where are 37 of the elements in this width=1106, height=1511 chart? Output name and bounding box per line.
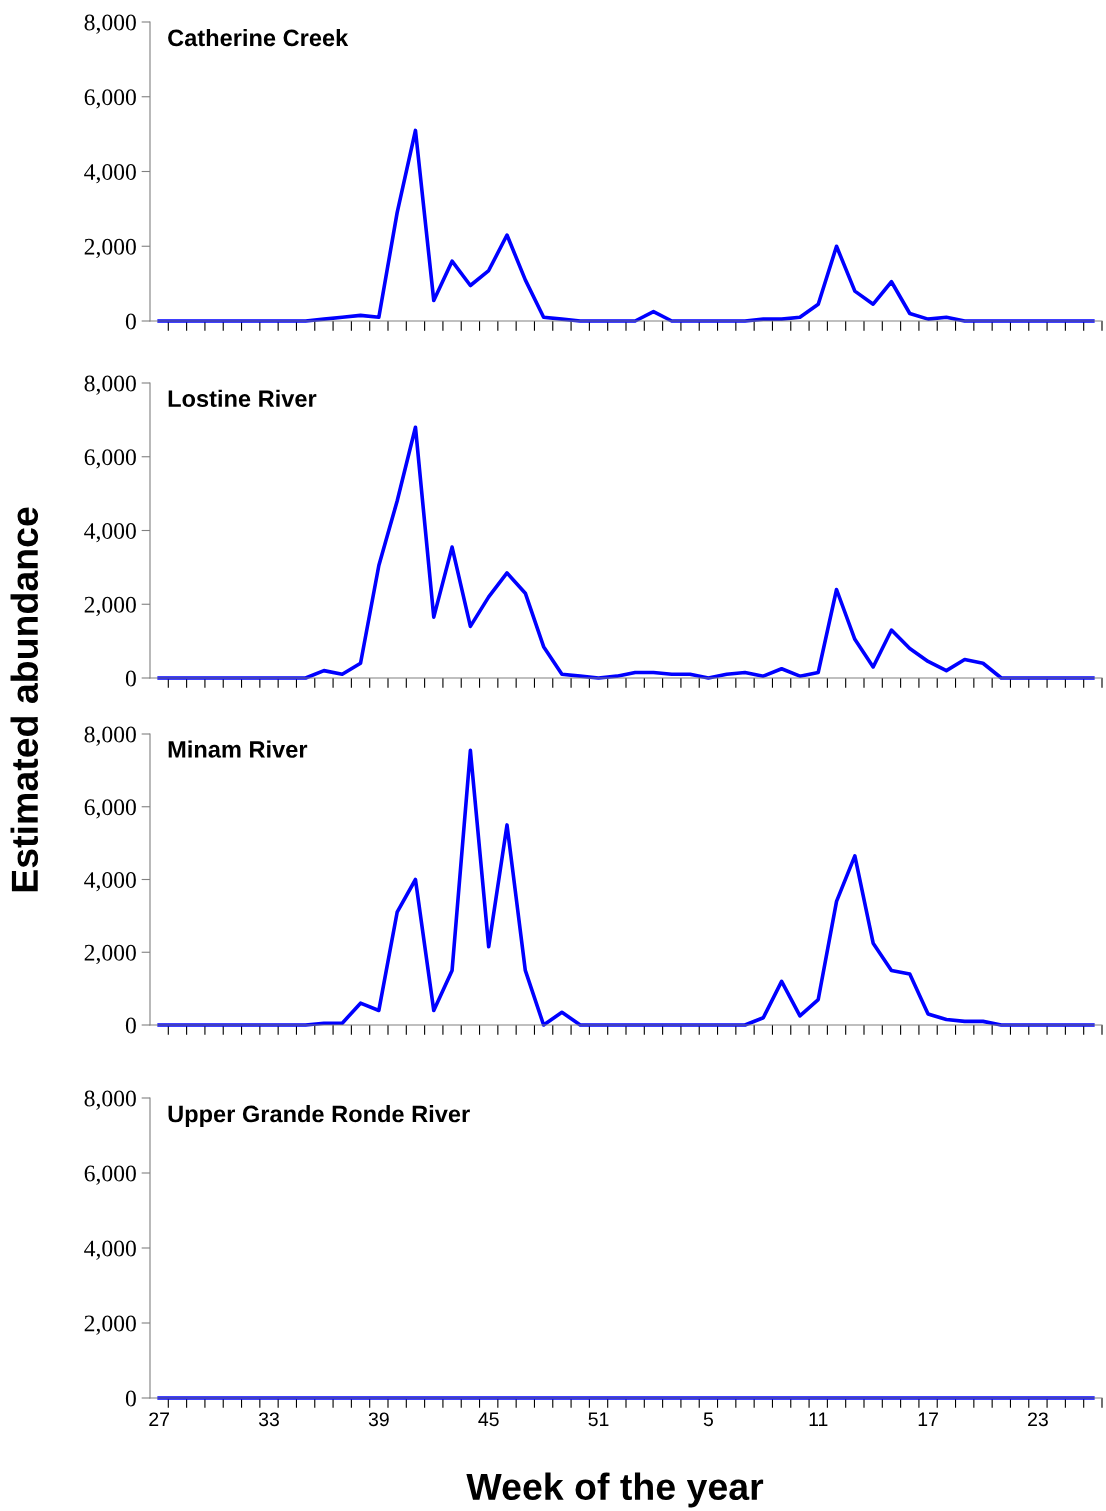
x-tick-label: 33 bbox=[258, 1412, 279, 1427]
y-tick-label: 0 bbox=[125, 670, 136, 687]
x-axis-title: Week of the year bbox=[466, 1472, 764, 1508]
y-tick-label: 4,000 bbox=[84, 871, 136, 892]
x-tick-label: 39 bbox=[368, 1412, 389, 1427]
y-tick-label: 0 bbox=[125, 1390, 136, 1407]
y-tick-label: 4,000 bbox=[84, 163, 136, 184]
chart-title: Lostine River bbox=[168, 389, 317, 408]
y-tick-label: 8,000 bbox=[84, 726, 136, 746]
y-tick-label: 4,000 bbox=[84, 1240, 136, 1260]
y-tick-label: 6,000 bbox=[84, 89, 136, 109]
chart-title: Catherine Creek bbox=[168, 28, 349, 47]
x-tick-label: 17 bbox=[918, 1412, 938, 1426]
y-tick-label: 6,000 bbox=[84, 449, 136, 469]
line-series bbox=[157, 425, 1095, 680]
chart-title: Upper Grande Ronde River bbox=[168, 1104, 470, 1128]
y-tick-label: 6,000 bbox=[84, 1165, 136, 1185]
y-tick-label: 2,000 bbox=[84, 944, 136, 965]
y-tick-label: 2,000 bbox=[84, 238, 136, 259]
y-tick-label: 0 bbox=[125, 1017, 136, 1034]
line-series bbox=[157, 128, 1095, 323]
x-tick-label: 11 bbox=[809, 1412, 828, 1426]
y-tick-label: 6,000 bbox=[84, 799, 136, 819]
y-tick-label: 2,000 bbox=[84, 1315, 136, 1335]
x-tick-label: 27 bbox=[149, 1412, 169, 1426]
x-tick-label: 23 bbox=[1028, 1412, 1048, 1427]
y-axis-title: Estimated abundance bbox=[10, 507, 39, 892]
x-tick-label: 45 bbox=[478, 1412, 499, 1427]
x-tick-label: 5 bbox=[703, 1412, 713, 1427]
y-tick-label: 8,000 bbox=[84, 14, 136, 34]
y-tick-label: 4,000 bbox=[84, 522, 136, 543]
y-tick-label: 2,000 bbox=[84, 596, 136, 617]
chart-title: Minam River bbox=[168, 740, 308, 758]
x-tick-label: 51 bbox=[588, 1412, 609, 1427]
y-tick-label: 0 bbox=[125, 313, 136, 330]
y-tick-label: 8,000 bbox=[84, 375, 136, 395]
y-tick-label: 8,000 bbox=[84, 1090, 136, 1110]
